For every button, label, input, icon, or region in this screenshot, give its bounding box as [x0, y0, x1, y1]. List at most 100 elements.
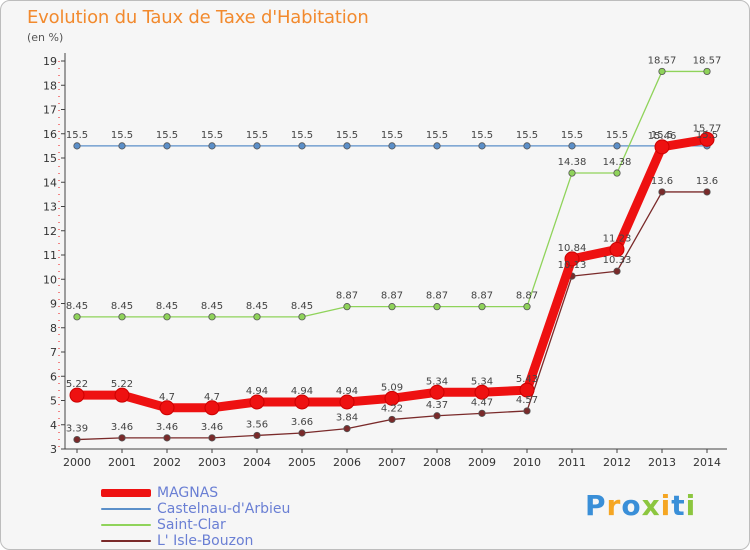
y-tick-label: 8 — [50, 322, 57, 335]
x-tick-label: 2004 — [243, 456, 271, 469]
data-point — [298, 313, 306, 321]
data-label: 8.87 — [381, 291, 403, 302]
data-point — [388, 415, 396, 424]
data-point — [658, 188, 666, 196]
data-label: 5.22 — [66, 379, 88, 390]
data-point — [294, 394, 310, 410]
data-point — [568, 142, 576, 150]
data-label: 15.5 — [111, 130, 133, 141]
data-label: 5.09 — [381, 382, 403, 393]
logo-letter: P — [585, 489, 607, 522]
data-point — [249, 394, 265, 410]
data-point — [343, 425, 351, 433]
legend-label: Saint-Clar — [157, 517, 226, 533]
data-label: 4.7 — [204, 392, 220, 403]
data-label: 8.45 — [291, 301, 313, 312]
data-label: 15.5 — [156, 130, 178, 141]
data-label: 15.5 — [606, 130, 628, 141]
data-point — [474, 384, 490, 400]
legend-label: L' Isle-Bouzon — [157, 533, 254, 549]
data-label: 10.13 — [558, 260, 587, 271]
y-tick-label: 19 — [43, 55, 57, 68]
data-point — [384, 390, 400, 406]
data-label: 4.57 — [516, 395, 538, 406]
data-label: 8.45 — [156, 301, 178, 312]
data-label: 15.5 — [291, 130, 313, 141]
y-tick-label: 15 — [43, 152, 57, 165]
data-label: 15.77 — [693, 123, 722, 134]
data-label: 8.87 — [426, 291, 448, 302]
data-point — [73, 142, 81, 150]
x-tick-label: 2006 — [333, 456, 361, 469]
data-point — [658, 67, 666, 76]
x-tick-label: 2005 — [288, 456, 316, 469]
data-point — [613, 142, 621, 150]
logo-letter: x — [641, 489, 661, 522]
data-point — [343, 142, 351, 150]
data-label: 13.6 — [651, 176, 673, 187]
y-unit-label: (en %) — [27, 31, 64, 44]
data-label: 15.5 — [426, 130, 448, 141]
data-point — [654, 139, 670, 155]
logo-letter: o — [621, 489, 642, 522]
data-label: 8.45 — [246, 301, 268, 312]
data-label: 3.46 — [201, 422, 223, 433]
x-tick-label: 2008 — [423, 456, 451, 469]
data-label: 3.39 — [66, 424, 88, 435]
x-tick-label: 2001 — [108, 456, 136, 469]
data-point — [163, 313, 171, 321]
data-label: 5.34 — [426, 376, 448, 387]
data-point — [73, 313, 81, 321]
data-label: 3.66 — [291, 417, 313, 428]
data-point — [568, 169, 576, 177]
y-tick-label: 11 — [43, 249, 57, 262]
data-label: 15.5 — [336, 130, 358, 141]
data-label: 15.5 — [381, 130, 403, 141]
data-label: 15.5 — [696, 130, 718, 141]
data-label: 11.23 — [603, 233, 632, 244]
y-tick-label: 18 — [43, 79, 57, 92]
y-tick-label: 6 — [50, 370, 57, 383]
data-point — [433, 412, 441, 420]
data-label: 14.38 — [603, 157, 632, 168]
x-tick-label: 2003 — [198, 456, 226, 469]
data-point — [253, 142, 261, 150]
x-tick-label: 2000 — [63, 456, 91, 469]
data-label: 4.47 — [471, 397, 493, 408]
y-tick-label: 17 — [43, 104, 57, 117]
x-tick-label: 2012 — [603, 456, 631, 469]
data-label: 5.43 — [516, 374, 538, 385]
data-label: 14.38 — [558, 157, 587, 168]
chart-title: Evolution du Taux de Taxe d'Habitation — [27, 7, 369, 28]
data-label: 3.56 — [246, 419, 268, 430]
data-label: 15.5 — [516, 130, 538, 141]
legend-swatch — [101, 524, 151, 526]
data-point — [118, 142, 126, 150]
data-point — [613, 267, 621, 275]
data-point — [73, 435, 81, 444]
series-line — [72, 134, 712, 413]
data-label: 10.33 — [603, 255, 632, 266]
legend-item: L' Isle-Bouzon — [101, 533, 290, 549]
x-tick-label: 2013 — [648, 456, 676, 469]
data-label: 4.94 — [291, 386, 313, 397]
data-label: 5.34 — [471, 376, 493, 387]
legend-swatch — [101, 540, 151, 542]
data-point — [703, 188, 711, 196]
y-tick-label: 10 — [43, 273, 57, 286]
data-point — [433, 303, 441, 311]
chart-legend: MAGNAS Castelnau-d'Arbieu Saint-Clar L' Isl… — [101, 485, 290, 549]
legend-item: Saint-Clar — [101, 517, 290, 533]
data-point — [388, 303, 396, 311]
data-point — [208, 434, 216, 442]
data-point — [163, 434, 171, 442]
data-label: 10.84 — [558, 243, 587, 254]
data-point — [523, 303, 531, 311]
logo-letter: r — [606, 489, 622, 522]
data-label: 8.45 — [201, 301, 223, 312]
data-point — [519, 382, 535, 398]
logo-letter: i — [660, 489, 672, 522]
data-point — [388, 142, 396, 150]
x-tick-label: 2011 — [558, 456, 586, 469]
